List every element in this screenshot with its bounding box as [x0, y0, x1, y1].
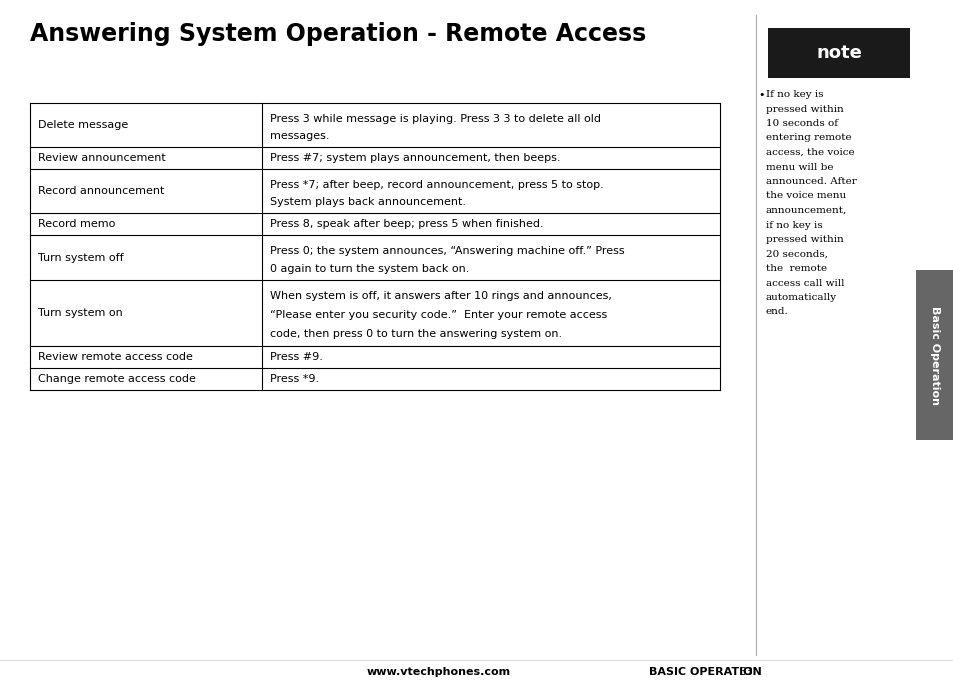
Text: Press 0; the system announces, “Answering machine off.” Press: Press 0; the system announces, “Answerin…: [270, 246, 624, 256]
Text: 33: 33: [739, 667, 753, 677]
Bar: [30, 103, 720, 147]
Bar: [767, 28, 909, 78]
Text: Turn system off: Turn system off: [38, 252, 124, 263]
Text: System plays back announcement.: System plays back announcement.: [270, 198, 465, 207]
Text: automatically: automatically: [765, 293, 836, 302]
Text: the voice menu: the voice menu: [765, 192, 845, 201]
Text: if no key is: if no key is: [765, 220, 821, 230]
Text: “Please enter you security code.”  Enter your remote access: “Please enter you security code.” Enter …: [270, 310, 607, 320]
Bar: [30, 346, 720, 368]
Bar: [30, 169, 720, 213]
Text: Press *9.: Press *9.: [270, 374, 319, 384]
Text: menu will be: menu will be: [765, 162, 833, 171]
Text: 10 seconds of: 10 seconds of: [765, 119, 837, 128]
Text: www.vtechphones.com: www.vtechphones.com: [366, 667, 511, 677]
Text: Press 8, speak after beep; press 5 when finished.: Press 8, speak after beep; press 5 when …: [270, 220, 543, 229]
Text: messages.: messages.: [270, 131, 329, 141]
Text: entering remote: entering remote: [765, 134, 851, 143]
Text: Record memo: Record memo: [38, 220, 115, 229]
Text: Delete message: Delete message: [38, 120, 128, 130]
Text: code, then press 0 to turn the answering system on.: code, then press 0 to turn the answering…: [270, 329, 561, 339]
Bar: [30, 213, 720, 235]
Bar: [30, 280, 720, 346]
Text: access call will: access call will: [765, 278, 843, 288]
Text: end.: end.: [765, 308, 788, 316]
Text: pressed within: pressed within: [765, 235, 842, 244]
Text: Turn system on: Turn system on: [38, 308, 123, 318]
Bar: [30, 147, 720, 169]
Text: Basic Operation: Basic Operation: [929, 306, 939, 404]
Bar: [30, 368, 720, 390]
Text: 0 again to turn the system back on.: 0 again to turn the system back on.: [270, 264, 469, 273]
Text: Press 3 while message is playing. Press 3 3 to delete all old: Press 3 while message is playing. Press …: [270, 114, 600, 123]
Text: Review announcement: Review announcement: [38, 153, 166, 163]
Text: Change remote access code: Change remote access code: [38, 374, 195, 384]
Text: access, the voice: access, the voice: [765, 148, 854, 157]
Text: BASIC OPERATION: BASIC OPERATION: [648, 667, 760, 677]
Text: 20 seconds,: 20 seconds,: [765, 250, 827, 258]
Text: When system is off, it answers after 10 rings and announces,: When system is off, it answers after 10 …: [270, 291, 611, 301]
Text: •: •: [758, 90, 763, 100]
Text: Record announcement: Record announcement: [38, 186, 164, 196]
Text: Press #7; system plays announcement, then beeps.: Press #7; system plays announcement, the…: [270, 153, 560, 163]
Text: Review remote access code: Review remote access code: [38, 352, 193, 362]
Text: pressed within: pressed within: [765, 104, 842, 113]
Text: Press *7; after beep, record announcement, press 5 to stop.: Press *7; after beep, record announcemen…: [270, 180, 603, 190]
Text: note: note: [815, 44, 861, 62]
Text: the  remote: the remote: [765, 264, 826, 273]
Text: Answering System Operation - Remote Access: Answering System Operation - Remote Acce…: [30, 22, 645, 46]
Text: If no key is: If no key is: [765, 90, 822, 99]
Bar: [30, 235, 720, 280]
Text: announced. After: announced. After: [765, 177, 856, 186]
Text: announcement,: announcement,: [765, 206, 846, 215]
Bar: [915, 270, 953, 440]
Text: Press #9.: Press #9.: [270, 352, 322, 362]
